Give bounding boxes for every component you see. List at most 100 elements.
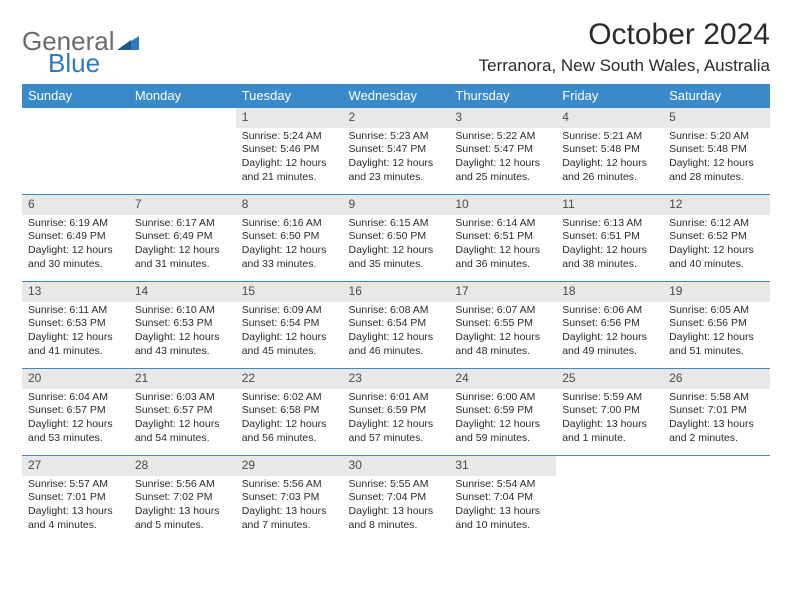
sunset-text: Sunset: 6:49 PM <box>135 230 230 244</box>
day-cell: 5Sunrise: 5:20 AMSunset: 5:48 PMDaylight… <box>663 108 770 195</box>
daylight-text: Daylight: 13 hours and 4 minutes. <box>28 505 123 532</box>
sunset-text: Sunset: 6:52 PM <box>669 230 764 244</box>
sunrise-text: Sunrise: 6:05 AM <box>669 304 764 318</box>
day-content: Sunrise: 6:09 AMSunset: 6:54 PMDaylight:… <box>236 302 343 363</box>
daylight-text: Daylight: 13 hours and 2 minutes. <box>669 418 764 445</box>
sunset-text: Sunset: 7:04 PM <box>349 491 444 505</box>
month-title: October 2024 <box>479 18 770 52</box>
sunset-text: Sunset: 5:48 PM <box>562 143 657 157</box>
day-number: 10 <box>449 195 556 215</box>
daylight-text: Daylight: 12 hours and 59 minutes. <box>455 418 550 445</box>
logo-triangle-icon <box>117 26 139 57</box>
sunset-text: Sunset: 5:48 PM <box>669 143 764 157</box>
day-cell: 23Sunrise: 6:01 AMSunset: 6:59 PMDayligh… <box>343 369 450 456</box>
daylight-text: Daylight: 12 hours and 45 minutes. <box>242 331 337 358</box>
day-content: Sunrise: 5:24 AMSunset: 5:46 PMDaylight:… <box>236 128 343 189</box>
sunset-text: Sunset: 7:00 PM <box>562 404 657 418</box>
sunrise-text: Sunrise: 6:17 AM <box>135 217 230 231</box>
day-header-row: Sunday Monday Tuesday Wednesday Thursday… <box>22 84 770 108</box>
day-number: 6 <box>22 195 129 215</box>
sunrise-text: Sunrise: 6:16 AM <box>242 217 337 231</box>
day-content: Sunrise: 5:56 AMSunset: 7:03 PMDaylight:… <box>236 476 343 537</box>
day-number: 5 <box>663 108 770 128</box>
day-number: 14 <box>129 282 236 302</box>
sunrise-text: Sunrise: 6:07 AM <box>455 304 550 318</box>
day-number: 26 <box>663 369 770 389</box>
sunset-text: Sunset: 6:53 PM <box>28 317 123 331</box>
sunset-text: Sunset: 6:58 PM <box>242 404 337 418</box>
day-cell: 10Sunrise: 6:14 AMSunset: 6:51 PMDayligh… <box>449 195 556 282</box>
day-content: Sunrise: 6:17 AMSunset: 6:49 PMDaylight:… <box>129 215 236 276</box>
day-number: 16 <box>343 282 450 302</box>
sunrise-text: Sunrise: 6:09 AM <box>242 304 337 318</box>
day-content: Sunrise: 6:15 AMSunset: 6:50 PMDaylight:… <box>343 215 450 276</box>
day-cell: 20Sunrise: 6:04 AMSunset: 6:57 PMDayligh… <box>22 369 129 456</box>
day-content: Sunrise: 6:11 AMSunset: 6:53 PMDaylight:… <box>22 302 129 363</box>
daylight-text: Daylight: 12 hours and 43 minutes. <box>135 331 230 358</box>
day-number: 12 <box>663 195 770 215</box>
day-content: Sunrise: 5:21 AMSunset: 5:48 PMDaylight:… <box>556 128 663 189</box>
daylight-text: Daylight: 12 hours and 33 minutes. <box>242 244 337 271</box>
day-content: Sunrise: 6:00 AMSunset: 6:59 PMDaylight:… <box>449 389 556 450</box>
day-number: 8 <box>236 195 343 215</box>
sunset-text: Sunset: 6:53 PM <box>135 317 230 331</box>
week-row: 13Sunrise: 6:11 AMSunset: 6:53 PMDayligh… <box>22 282 770 369</box>
daylight-text: Daylight: 12 hours and 35 minutes. <box>349 244 444 271</box>
daylight-text: Daylight: 12 hours and 30 minutes. <box>28 244 123 271</box>
sunset-text: Sunset: 5:47 PM <box>455 143 550 157</box>
day-number: 21 <box>129 369 236 389</box>
day-cell: 25Sunrise: 5:59 AMSunset: 7:00 PMDayligh… <box>556 369 663 456</box>
day-number: 24 <box>449 369 556 389</box>
day-cell: 6Sunrise: 6:19 AMSunset: 6:49 PMDaylight… <box>22 195 129 282</box>
sunset-text: Sunset: 6:49 PM <box>28 230 123 244</box>
day-content: Sunrise: 5:22 AMSunset: 5:47 PMDaylight:… <box>449 128 556 189</box>
sunset-text: Sunset: 7:01 PM <box>28 491 123 505</box>
daylight-text: Daylight: 12 hours and 38 minutes. <box>562 244 657 271</box>
day-cell: 27Sunrise: 5:57 AMSunset: 7:01 PMDayligh… <box>22 456 129 543</box>
sunset-text: Sunset: 7:02 PM <box>135 491 230 505</box>
day-cell: 15Sunrise: 6:09 AMSunset: 6:54 PMDayligh… <box>236 282 343 369</box>
day-cell <box>556 456 663 543</box>
sunset-text: Sunset: 6:56 PM <box>562 317 657 331</box>
day-cell: 26Sunrise: 5:58 AMSunset: 7:01 PMDayligh… <box>663 369 770 456</box>
sunset-text: Sunset: 6:57 PM <box>28 404 123 418</box>
day-content: Sunrise: 5:57 AMSunset: 7:01 PMDaylight:… <box>22 476 129 537</box>
day-header: Sunday <box>22 84 129 108</box>
daylight-text: Daylight: 12 hours and 25 minutes. <box>455 157 550 184</box>
day-number: 9 <box>343 195 450 215</box>
day-cell: 30Sunrise: 5:55 AMSunset: 7:04 PMDayligh… <box>343 456 450 543</box>
daylight-text: Daylight: 12 hours and 40 minutes. <box>669 244 764 271</box>
day-number: 20 <box>22 369 129 389</box>
sunset-text: Sunset: 6:55 PM <box>455 317 550 331</box>
sunrise-text: Sunrise: 6:03 AM <box>135 391 230 405</box>
day-number: 7 <box>129 195 236 215</box>
day-number: 15 <box>236 282 343 302</box>
daylight-text: Daylight: 12 hours and 31 minutes. <box>135 244 230 271</box>
week-row: 20Sunrise: 6:04 AMSunset: 6:57 PMDayligh… <box>22 369 770 456</box>
day-header: Monday <box>129 84 236 108</box>
day-content: Sunrise: 6:01 AMSunset: 6:59 PMDaylight:… <box>343 389 450 450</box>
daylight-text: Daylight: 13 hours and 10 minutes. <box>455 505 550 532</box>
day-number: 3 <box>449 108 556 128</box>
day-number: 30 <box>343 456 450 476</box>
day-cell: 19Sunrise: 6:05 AMSunset: 6:56 PMDayligh… <box>663 282 770 369</box>
day-content: Sunrise: 5:56 AMSunset: 7:02 PMDaylight:… <box>129 476 236 537</box>
week-row: 27Sunrise: 5:57 AMSunset: 7:01 PMDayligh… <box>22 456 770 543</box>
day-cell <box>22 108 129 195</box>
daylight-text: Daylight: 12 hours and 26 minutes. <box>562 157 657 184</box>
sunset-text: Sunset: 6:59 PM <box>349 404 444 418</box>
day-cell <box>663 456 770 543</box>
day-header: Wednesday <box>343 84 450 108</box>
day-content: Sunrise: 6:04 AMSunset: 6:57 PMDaylight:… <box>22 389 129 450</box>
sunset-text: Sunset: 6:57 PM <box>135 404 230 418</box>
daylight-text: Daylight: 13 hours and 1 minute. <box>562 418 657 445</box>
sunrise-text: Sunrise: 5:59 AM <box>562 391 657 405</box>
sunrise-text: Sunrise: 5:21 AM <box>562 130 657 144</box>
day-cell: 16Sunrise: 6:08 AMSunset: 6:54 PMDayligh… <box>343 282 450 369</box>
sunrise-text: Sunrise: 5:56 AM <box>135 478 230 492</box>
day-content: Sunrise: 6:14 AMSunset: 6:51 PMDaylight:… <box>449 215 556 276</box>
sunset-text: Sunset: 5:46 PM <box>242 143 337 157</box>
day-number: 28 <box>129 456 236 476</box>
day-content: Sunrise: 5:55 AMSunset: 7:04 PMDaylight:… <box>343 476 450 537</box>
day-number: 29 <box>236 456 343 476</box>
